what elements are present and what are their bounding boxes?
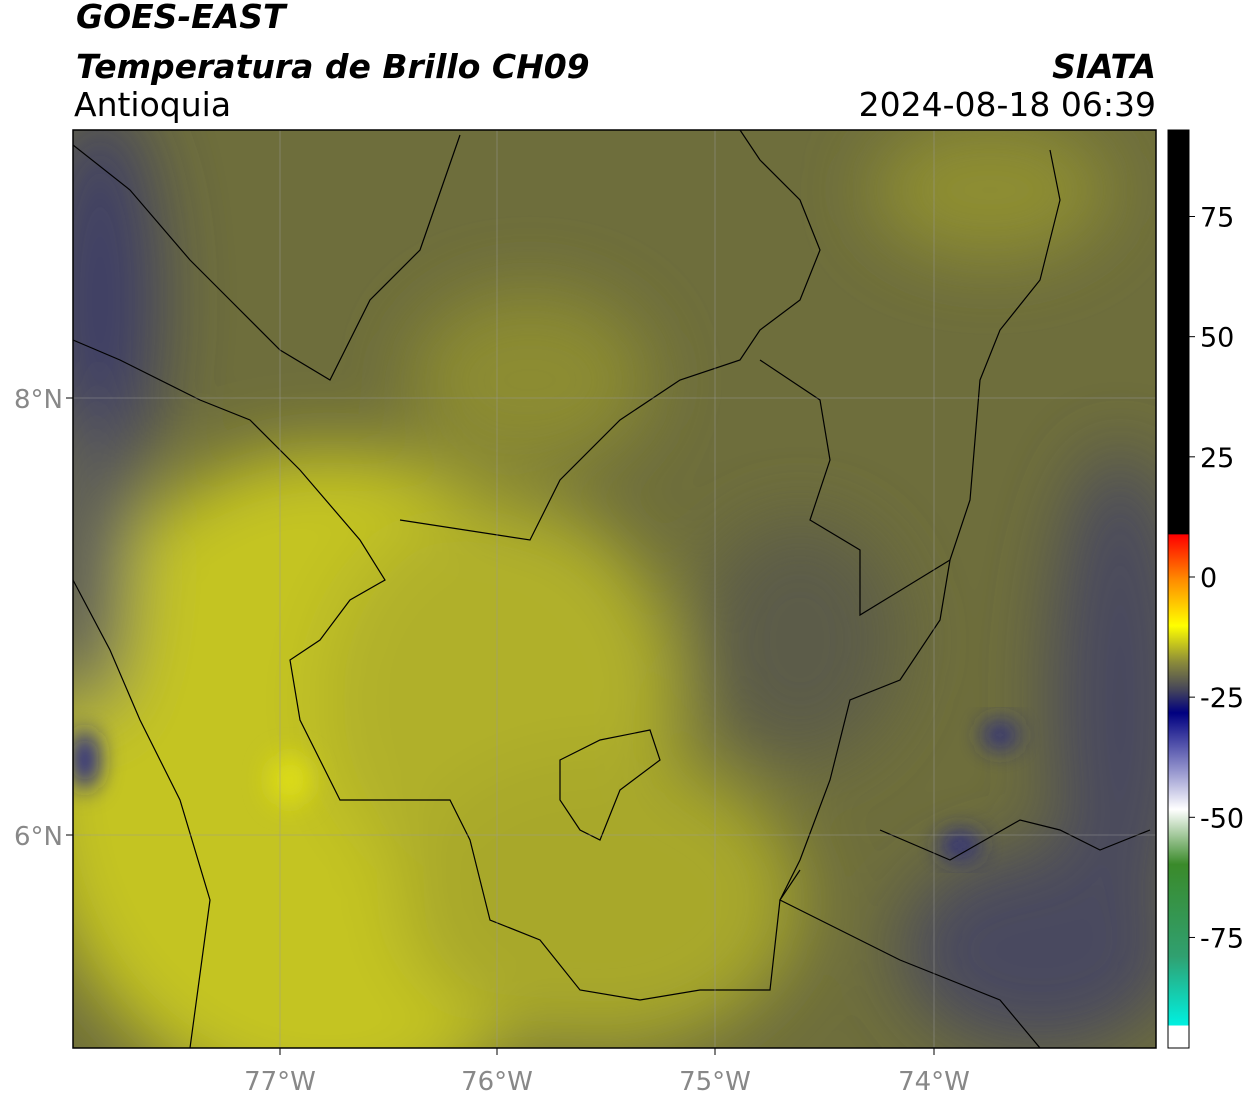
source: SIATA bbox=[1052, 47, 1156, 86]
colorbar bbox=[1167, 129, 1190, 1049]
timestamp: 2024-08-18 06:39 bbox=[859, 85, 1156, 124]
region: Antioquia bbox=[74, 85, 231, 124]
lon-label: 76°W bbox=[461, 1067, 533, 1097]
colorbar-tick-label: -50 bbox=[1200, 803, 1244, 834]
lat-label: 8°N bbox=[14, 385, 63, 415]
map-frame bbox=[72, 129, 1157, 1049]
lon-label: 74°W bbox=[898, 1067, 970, 1097]
satellite-image bbox=[73, 130, 1156, 1048]
lon-label: 75°W bbox=[679, 1067, 751, 1097]
colorbar-tick-label: 75 bbox=[1200, 203, 1234, 234]
lat-label: 6°N bbox=[14, 822, 63, 852]
colorbar-tick-label: -25 bbox=[1200, 683, 1244, 714]
title: GOES-EAST bbox=[76, 0, 288, 36]
colorbar-tick-label: -75 bbox=[1200, 923, 1244, 954]
colorbar-tick-label: 25 bbox=[1200, 443, 1234, 474]
graticule bbox=[66, 130, 1156, 1055]
colorbar-tick-label: 0 bbox=[1200, 563, 1217, 594]
boundaries bbox=[73, 130, 1151, 1048]
colorbar-tick-label: 50 bbox=[1200, 323, 1234, 354]
lon-label: 77°W bbox=[244, 1067, 316, 1097]
subtitle: Temperatura de Brillo CH09 bbox=[76, 47, 590, 86]
